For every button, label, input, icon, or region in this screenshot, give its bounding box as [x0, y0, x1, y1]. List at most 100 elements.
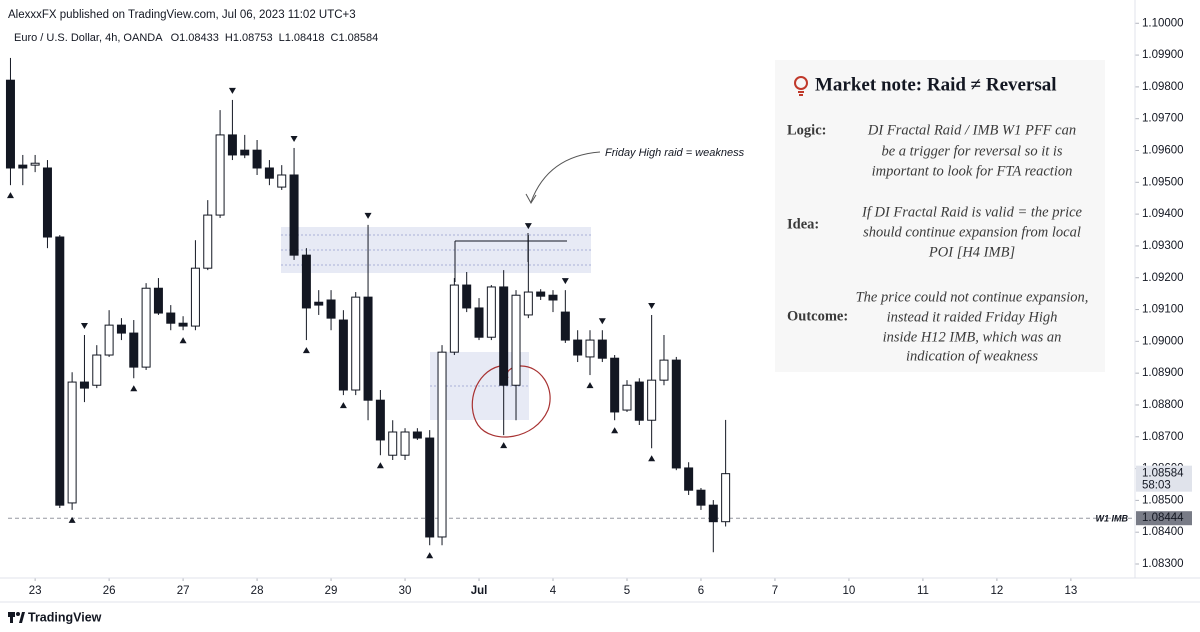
candle-body: [30, 162, 40, 166]
x-tick-label: 30: [399, 585, 412, 597]
note-line: inside H12 IMB, which was an: [883, 329, 1062, 345]
note-label: Logic:: [787, 122, 826, 138]
fractal-low: [179, 337, 187, 344]
y-tick-label: 1.08400: [1142, 526, 1184, 538]
candle-body: [79, 381, 89, 389]
arrow-head: [525, 193, 537, 204]
candle-body: [190, 267, 200, 327]
fractal-low: [339, 402, 347, 409]
x-tick-label: 6: [698, 585, 704, 597]
fractal-low: [586, 382, 594, 389]
level-label: W1 IMB: [1096, 514, 1129, 524]
last-price-label: 1.08584: [1142, 468, 1184, 480]
symbol-line: Euro / U.S. Dollar, 4h, OANDA O1.08433 H1.…: [14, 32, 378, 44]
note-line: important to look for FTA reaction: [872, 163, 1073, 179]
y-tick-label: 1.09000: [1142, 335, 1184, 347]
brand: TradingView: [28, 610, 102, 624]
candle-body: [486, 286, 496, 338]
fractal-low: [130, 385, 138, 392]
candle-body: [153, 287, 163, 314]
fractal-high: [648, 302, 656, 309]
candle-body: [696, 489, 706, 506]
y-tick-label: 1.09200: [1142, 272, 1184, 284]
candle-body: [548, 294, 558, 301]
x-tick-label: 10: [843, 585, 856, 597]
fractal-low: [611, 427, 619, 434]
candle-body: [388, 431, 398, 456]
fractal-high: [228, 87, 236, 94]
ohlc-value: 1.08433: [179, 32, 219, 44]
y-tick-label: 1.08300: [1142, 558, 1184, 570]
candle-body: [647, 379, 657, 421]
fractal-high: [364, 212, 372, 219]
candle-body: [141, 287, 151, 368]
candle-body: [203, 214, 213, 269]
candle-body: [55, 236, 65, 506]
candle-body: [412, 431, 422, 439]
y-tick-label: 1.08800: [1142, 399, 1184, 411]
candle-body: [634, 381, 644, 421]
fractal-low: [500, 442, 508, 449]
imbalance-zone: [281, 227, 591, 273]
candle-body: [5, 79, 15, 169]
candle-body: [449, 284, 459, 353]
note-line: POI [H4 IMB]: [928, 244, 1015, 260]
y-tick-label: 1.09900: [1142, 49, 1184, 61]
note-line: DI Fractal Raid / IMB W1 PFF can: [867, 122, 1076, 138]
bulb-icon: [794, 76, 808, 96]
ohlc-label: H: [225, 32, 233, 44]
candle-body: [18, 164, 28, 169]
note-line: indication of weakness: [906, 348, 1038, 364]
note-line: be a trigger for reversal so it is: [881, 143, 1062, 159]
fractal-low: [68, 516, 76, 523]
candle-body: [597, 339, 607, 359]
annotation: Friday High raid = weakness: [605, 147, 745, 159]
candle-body: [338, 319, 348, 391]
note-line: should continue expansion from local: [863, 224, 1081, 240]
y-tick-label: 1.09100: [1142, 304, 1184, 316]
x-tick-label: 5: [624, 585, 630, 597]
candle-body: [104, 324, 114, 356]
x-tick-label: 12: [991, 585, 1004, 597]
candle-body: [573, 339, 583, 356]
fractal-high: [561, 278, 569, 285]
candle-body: [129, 332, 139, 368]
candle-body: [684, 467, 694, 491]
level-price-label: 1.08444: [1142, 512, 1184, 524]
candle-body: [474, 307, 484, 338]
note-line: The price could not continue expansion,: [856, 289, 1089, 305]
note-line: instead it raided Friday High: [887, 309, 1058, 325]
candle-body: [523, 291, 533, 316]
ohlc-label: C: [331, 32, 339, 44]
y-tick-label: 1.09400: [1142, 208, 1184, 220]
y-tick-label: 1.08500: [1142, 494, 1184, 506]
x-tick-label: 11: [917, 585, 929, 597]
symbol: Euro / U.S. Dollar, 4h, OANDA: [14, 32, 163, 44]
candle-body: [462, 284, 472, 309]
fractal-high: [80, 322, 88, 329]
fractal-low: [302, 347, 310, 354]
last-price-box: [1136, 465, 1192, 492]
note-label: Outcome:: [787, 308, 848, 324]
candle-body: [178, 322, 188, 327]
candle-body: [240, 149, 250, 156]
candle-body: [92, 354, 102, 386]
arrow: [530, 151, 601, 203]
candle-body: [363, 296, 373, 401]
candle-body: [215, 134, 225, 216]
plot-area: Friday High raid = weakness W1 IMB: [5, 57, 1135, 559]
bulb: [794, 76, 808, 90]
level-price-box: [1136, 511, 1192, 526]
candle-body: [400, 431, 410, 456]
candle-body: [227, 134, 237, 156]
y-tick-label: 1.09600: [1142, 145, 1184, 157]
note-title: Market note: Raid ≠ Reversal: [815, 74, 1057, 95]
fractal-low: [426, 552, 434, 559]
candle-body: [671, 359, 681, 469]
candle-body: [585, 339, 595, 358]
candle-body: [351, 296, 361, 391]
y-tick-label: 1.09500: [1142, 176, 1184, 188]
x-tick-label: 4: [550, 585, 557, 597]
note-line: If DI Fractal Raid is valid = the price: [861, 204, 1083, 220]
y-tick-label: 1.10000: [1142, 17, 1184, 29]
